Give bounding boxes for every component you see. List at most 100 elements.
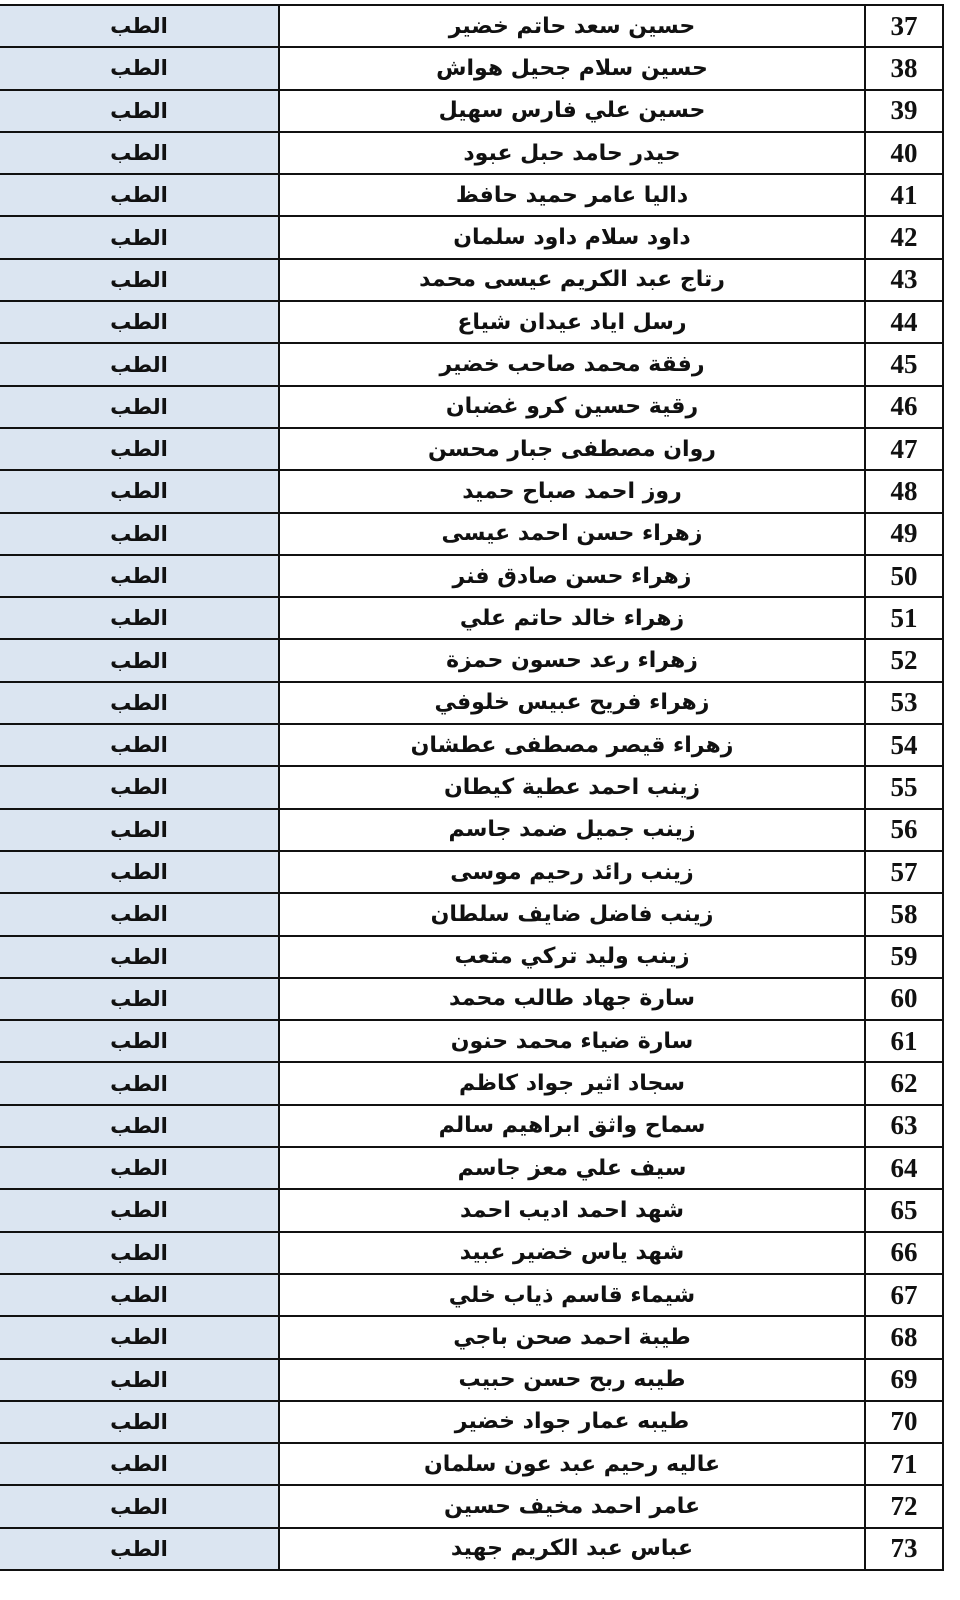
student-name-cell: زهراء خالد حاتم علي xyxy=(278,596,866,641)
table-row: الطب زهراء فريح عبيس خلوفي 53 xyxy=(0,680,944,726)
department-cell: الطب xyxy=(0,723,280,768)
table-row: الطب داليا عامر حميد حافظ 41 xyxy=(0,173,944,218)
student-name-cell: داود سلام داود سلمان xyxy=(278,215,866,260)
row-number-cell: 52 xyxy=(864,638,944,683)
student-name-cell: روان مصطفى جبار محسن xyxy=(278,426,866,472)
student-name-cell: عاليه رحيم عبد عون سلمان xyxy=(278,1442,866,1487)
department-cell: الطب xyxy=(0,130,280,176)
table-row: الطب حسين سعد حاتم خضير 37 xyxy=(0,3,944,49)
department-cell: الطب xyxy=(0,1399,280,1445)
table-body: الطب حسين سعد حاتم خضير 37 الطب حسين سلام جح… xyxy=(0,3,944,1571)
student-name-cell: زينب فاضل ضايف سلطان xyxy=(278,892,866,937)
table-row: الطب شيماء قاسم ذياب خلي 67 xyxy=(0,1272,944,1318)
row-number-cell: 41 xyxy=(864,173,944,218)
department-cell: الطب xyxy=(0,892,280,937)
table-row: الطب سماح واثق ابراهيم سالم 63 xyxy=(0,1103,944,1149)
row-number-cell: 40 xyxy=(864,130,944,176)
department-cell: الطب xyxy=(0,934,280,979)
student-name-cell: زهراء قيصر مصطفى عطشان xyxy=(278,723,866,768)
student-name-cell: زينب رائد رحيم موسى xyxy=(278,849,866,895)
table-row: الطب روز احمد صباح حميد 48 xyxy=(0,469,944,514)
student-name-cell: زينب وليد تركي متعب xyxy=(278,934,866,979)
department-cell: الطب xyxy=(0,173,280,218)
student-name-cell: طيبه ربح حسن حبيب xyxy=(278,1357,866,1402)
department-cell: الطب xyxy=(0,257,280,303)
row-number-cell: 37 xyxy=(864,3,944,49)
department-cell: الطب xyxy=(0,765,280,810)
student-name-cell: طيبه عمار جواد خضير xyxy=(278,1399,866,1445)
student-name-cell: سجاد اثير جواد كاظم xyxy=(278,1061,866,1106)
table-row: الطب طيبه عمار جواد خضير 70 xyxy=(0,1399,944,1445)
student-name-cell: رسل اياد عيدان شياع xyxy=(278,300,866,345)
row-number-cell: 44 xyxy=(864,300,944,345)
table-row: الطب روان مصطفى جبار محسن 47 xyxy=(0,426,944,472)
row-number-cell: 43 xyxy=(864,257,944,303)
row-number-cell: 49 xyxy=(864,511,944,556)
student-name-cell: زهراء رعد حسون حمزة xyxy=(278,638,866,683)
row-number-cell: 38 xyxy=(864,46,944,91)
department-cell: الطب xyxy=(0,215,280,260)
row-number-cell: 55 xyxy=(864,765,944,810)
table-row: الطب رفقة محمد صاحب خضير 45 xyxy=(0,342,944,387)
table-row: الطب زينب احمد عطية كيطان 55 xyxy=(0,765,944,810)
department-cell: الطب xyxy=(0,469,280,514)
table-row: الطب سجاد اثير جواد كاظم 62 xyxy=(0,1061,944,1106)
department-cell: الطب xyxy=(0,88,280,133)
student-name-cell: طيبة احمد صحن باجي xyxy=(278,1315,866,1360)
row-number-cell: 67 xyxy=(864,1272,944,1318)
row-number-cell: 62 xyxy=(864,1061,944,1106)
table-row: الطب سارة ضياء محمد حنون 61 xyxy=(0,1019,944,1064)
student-name-cell: شهد ياس خضير عبيد xyxy=(278,1230,866,1275)
student-name-cell: سارة جهاد طالب محمد xyxy=(278,976,866,1022)
table-row: الطب سارة جهاد طالب محمد 60 xyxy=(0,976,944,1022)
row-number-cell: 42 xyxy=(864,215,944,260)
row-number-cell: 72 xyxy=(864,1484,944,1529)
table-row: الطب حيدر حامد حبل عبود 40 xyxy=(0,130,944,176)
row-number-cell: 58 xyxy=(864,892,944,937)
department-cell: الطب xyxy=(0,511,280,556)
table-row: الطب رسل اياد عيدان شياع 44 xyxy=(0,300,944,345)
row-number-cell: 39 xyxy=(864,88,944,133)
student-name-cell: حيدر حامد حبل عبود xyxy=(278,130,866,176)
department-cell: الطب xyxy=(0,1188,280,1233)
student-name-cell: عامر احمد مخيف حسين xyxy=(278,1484,866,1529)
row-number-cell: 53 xyxy=(864,680,944,726)
department-cell: الطب xyxy=(0,1019,280,1064)
student-name-cell: سارة ضياء محمد حنون xyxy=(278,1019,866,1064)
student-name-cell: زهراء فريح عبيس خلوفي xyxy=(278,680,866,726)
student-name-cell: سماح واثق ابراهيم سالم xyxy=(278,1103,866,1149)
table-row: الطب سيف علي معز جاسم 64 xyxy=(0,1146,944,1191)
table-row: الطب عباس عبد الكريم جهيد 73 xyxy=(0,1526,944,1571)
department-cell: الطب xyxy=(0,384,280,429)
department-cell: الطب xyxy=(0,1442,280,1487)
student-name-cell: حسين سلام جحيل هواش xyxy=(278,46,866,91)
row-number-cell: 64 xyxy=(864,1146,944,1191)
row-number-cell: 61 xyxy=(864,1019,944,1064)
student-name-cell: رقية حسين كرو غضبان xyxy=(278,384,866,429)
table-row: الطب زينب رائد رحيم موسى 57 xyxy=(0,849,944,895)
row-number-cell: 68 xyxy=(864,1315,944,1360)
department-cell: الطب xyxy=(0,1146,280,1191)
department-cell: الطب xyxy=(0,1315,280,1360)
table-row: الطب شهد احمد اديب احمد 65 xyxy=(0,1188,944,1233)
student-name-cell: زينب جميل ضمد جاسم xyxy=(278,807,866,852)
student-name-cell: شهد احمد اديب احمد xyxy=(278,1188,866,1233)
table-row: الطب طيبة احمد صحن باجي 68 xyxy=(0,1315,944,1360)
department-cell: الطب xyxy=(0,426,280,472)
row-number-cell: 63 xyxy=(864,1103,944,1149)
department-cell: الطب xyxy=(0,342,280,387)
student-name-cell: رتاج عبد الكريم عيسى محمد xyxy=(278,257,866,303)
row-number-cell: 47 xyxy=(864,426,944,472)
row-number-cell: 56 xyxy=(864,807,944,852)
row-number-cell: 70 xyxy=(864,1399,944,1445)
table-row: الطب رقية حسين كرو غضبان 46 xyxy=(0,384,944,429)
row-number-cell: 65 xyxy=(864,1188,944,1233)
table-row: الطب طيبه ربح حسن حبيب 69 xyxy=(0,1357,944,1402)
students-table: الطب حسين سعد حاتم خضير 37 الطب حسين سلام جح… xyxy=(0,3,944,1571)
table-row: الطب زهراء حسن احمد عيسى 49 xyxy=(0,511,944,556)
row-number-cell: 57 xyxy=(864,849,944,895)
table-row: الطب داود سلام داود سلمان 42 xyxy=(0,215,944,260)
table-row: الطب حسين سلام جحيل هواش 38 xyxy=(0,46,944,91)
department-cell: الطب xyxy=(0,1526,280,1571)
department-cell: الطب xyxy=(0,638,280,683)
